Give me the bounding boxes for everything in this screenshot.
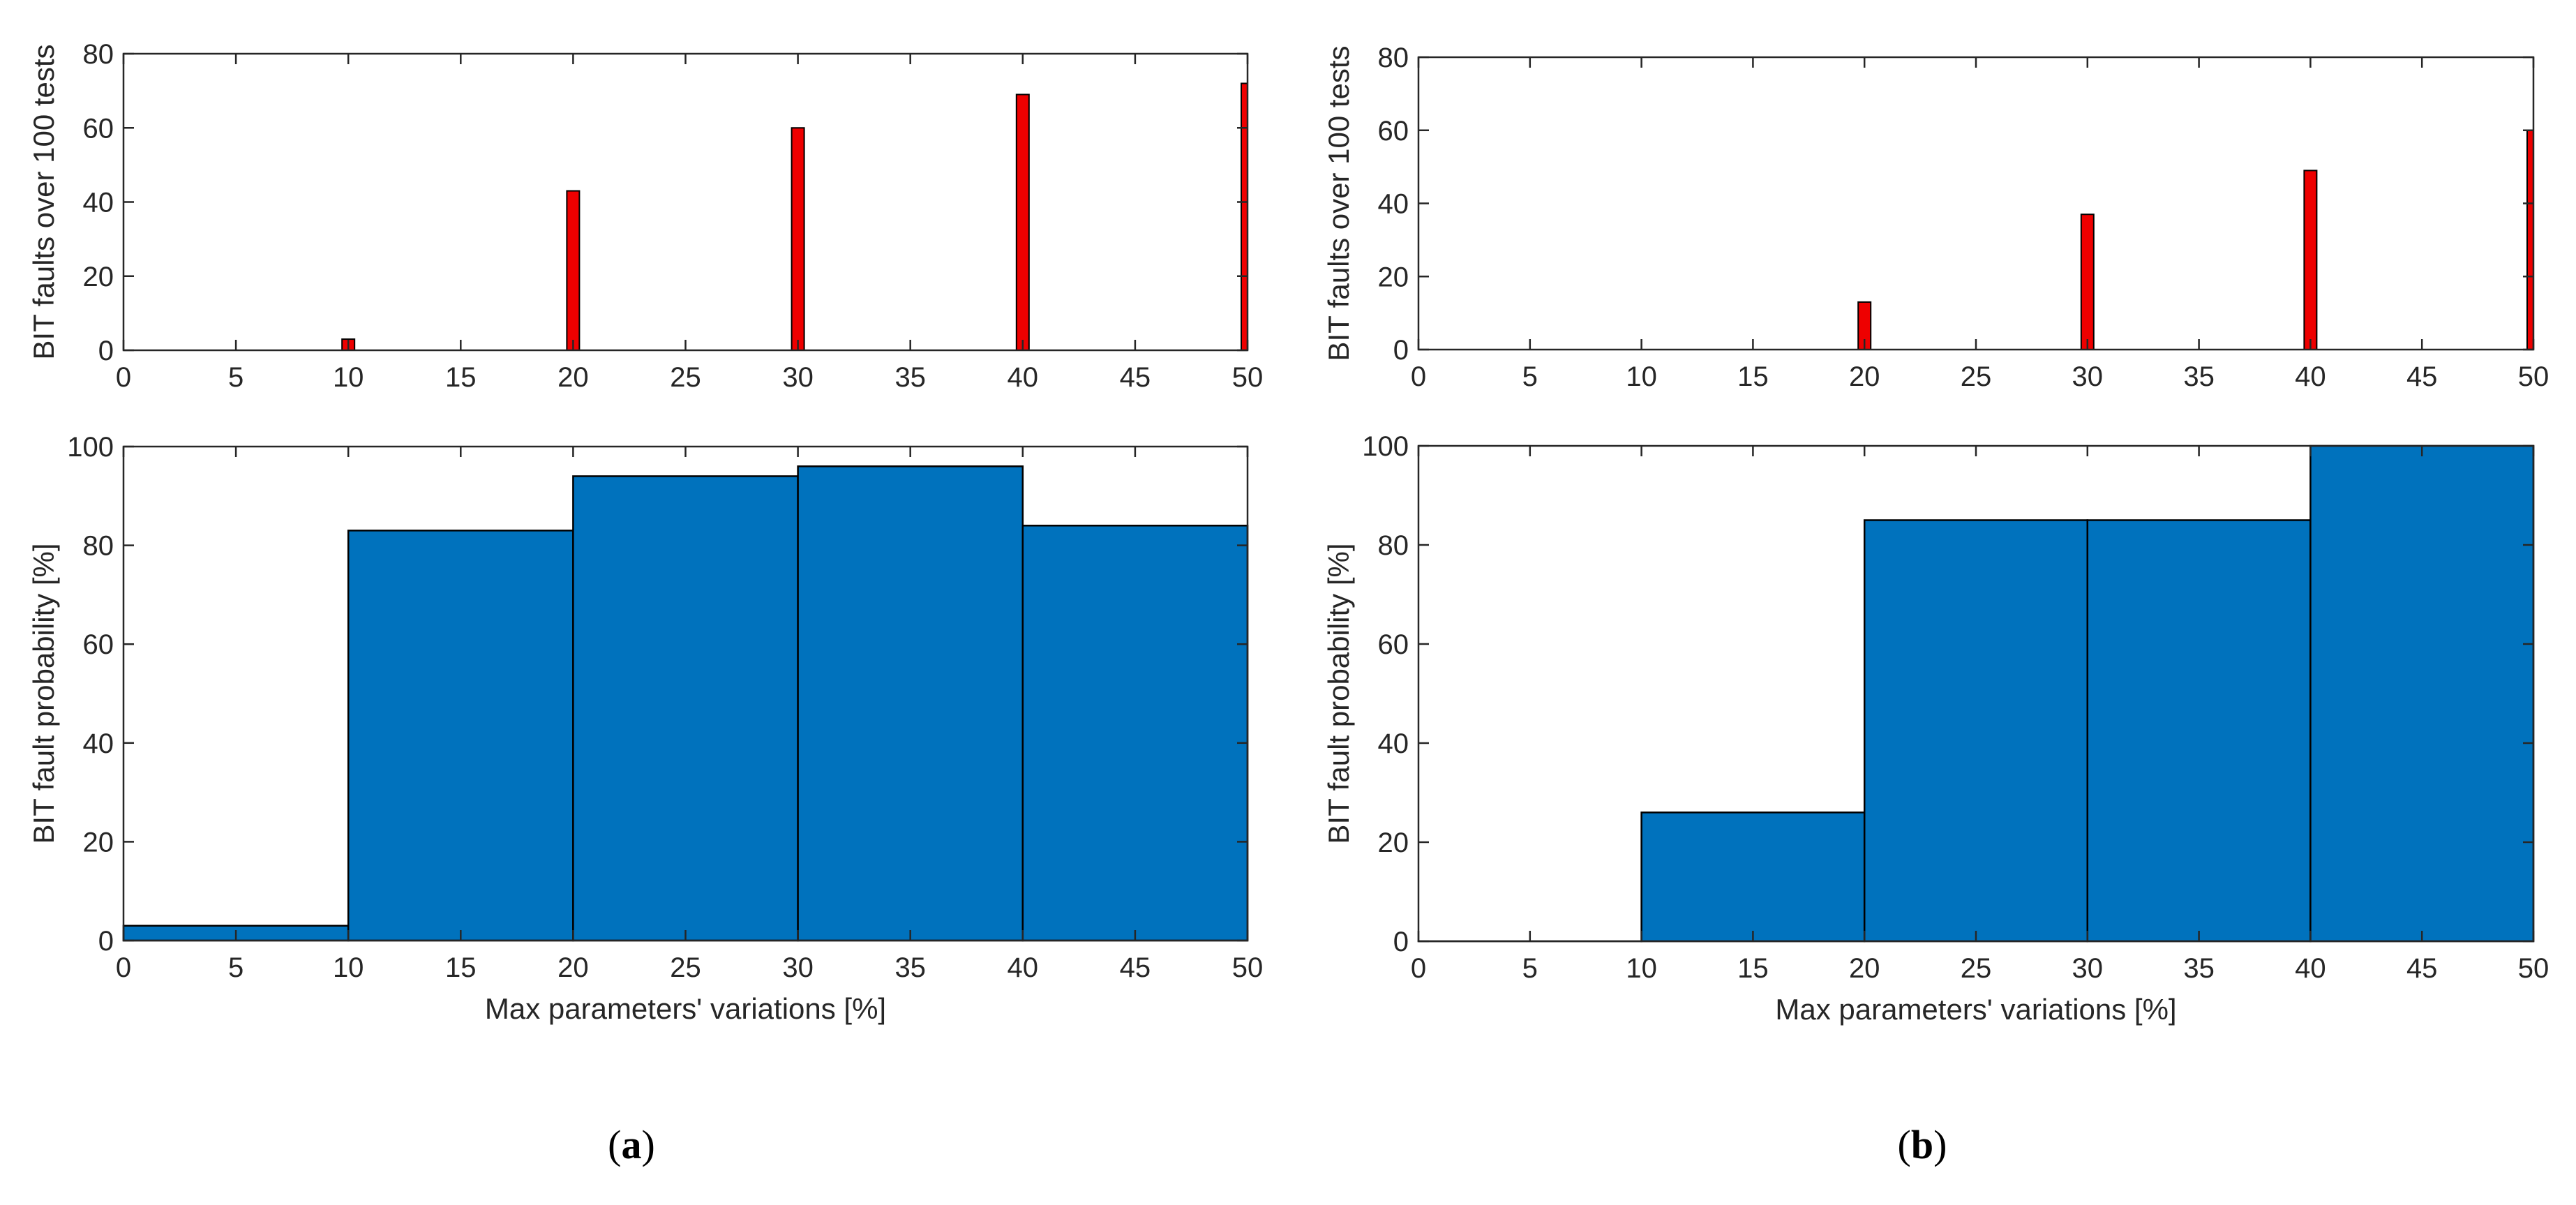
y-tick-label: 20 — [83, 827, 114, 858]
y-tick-label: 60 — [1378, 629, 1409, 660]
bar — [2303, 170, 2318, 351]
x-tick-label: 5 — [1522, 361, 1538, 392]
y-tick-label: 0 — [1393, 335, 1409, 366]
x-tick-label: 0 — [1411, 361, 1426, 392]
y-axis-label: BIT faults over 100 tests — [1322, 45, 1355, 361]
axes-frame — [122, 52, 1249, 352]
x-tick-label: 10 — [1626, 953, 1657, 984]
x-axis-label: Max parameters' variations [%] — [485, 992, 886, 1025]
x-tick-label: 45 — [1120, 362, 1151, 393]
y-tick-label: 100 — [1362, 431, 1409, 462]
bar — [1640, 811, 1866, 943]
x-tick-label: 20 — [557, 362, 589, 393]
y-tick-label: 40 — [83, 188, 114, 218]
x-tick-label: 35 — [2183, 953, 2215, 984]
chart-b-bottom-fault-probability: 0 5 10 15 20 25 30 35 40 45 50 0 20 40 60 80 100 BIT faul… — [1322, 431, 2549, 1026]
x-tick-label: 40 — [1008, 362, 1039, 393]
bar — [572, 475, 799, 942]
y-tick-label: 40 — [83, 728, 114, 759]
x-tick-label: 25 — [670, 362, 701, 393]
y-axis-label: BIT fault probability [%] — [27, 543, 60, 844]
x-tick-label: 15 — [1737, 361, 1769, 392]
axes-frame — [1417, 56, 2535, 351]
x-tick-label: 45 — [2406, 361, 2438, 392]
y-tick-label: 20 — [83, 262, 114, 292]
x-tick-label: 50 — [1232, 952, 1264, 983]
panel-label-b: (b) — [1898, 1122, 1947, 1167]
y-tick-label: 60 — [1378, 116, 1409, 147]
bar — [797, 465, 1024, 942]
y-axis-label: BIT fault probability [%] — [1322, 543, 1355, 844]
panel-label-a: (a) — [608, 1122, 655, 1167]
x-tick-label: 20 — [1849, 361, 1880, 392]
bar — [2526, 129, 2534, 350]
y-tick-label: 80 — [1378, 530, 1409, 561]
x-tick-label: 50 — [1232, 362, 1264, 393]
bar — [347, 530, 574, 942]
y-tick-label: 0 — [98, 336, 114, 366]
x-tick-label: 45 — [1120, 952, 1151, 983]
bar — [566, 190, 581, 351]
x-tick-label: 5 — [228, 362, 244, 393]
x-tick-label: 5 — [228, 952, 244, 983]
x-axis-label: Max parameters' variations [%] — [1775, 993, 2176, 1026]
chart-a-top-bit-faults: 0 5 10 15 20 25 30 35 40 45 50 0 20 40 60 80 BIT faults … — [27, 39, 1263, 393]
x-tick-label: 15 — [445, 952, 477, 983]
bar — [1021, 525, 1249, 942]
x-tick-label: 30 — [2072, 953, 2104, 984]
y-tick-label: 40 — [1378, 189, 1409, 220]
x-tick-label: 30 — [2072, 361, 2104, 392]
x-tick-label: 40 — [1008, 952, 1039, 983]
y-tick-label: 60 — [83, 629, 114, 660]
x-tick-label: 10 — [1626, 361, 1657, 392]
bar — [1863, 519, 2089, 943]
bar — [1241, 82, 1248, 351]
x-tick-label: 20 — [1849, 953, 1880, 984]
bar — [2309, 444, 2535, 943]
bar — [1015, 93, 1030, 351]
x-tick-label: 25 — [1961, 953, 1992, 984]
x-tick-label: 40 — [2295, 361, 2326, 392]
x-tick-label: 15 — [445, 362, 477, 393]
x-tick-label: 35 — [2183, 361, 2215, 392]
y-tick-label: 100 — [67, 432, 114, 463]
x-tick-label: 0 — [116, 952, 131, 983]
y-tick-label: 80 — [83, 39, 114, 70]
x-tick-label: 25 — [1961, 361, 1992, 392]
y-tick-label: 0 — [1393, 927, 1409, 957]
y-axis-label: BIT faults over 100 tests — [27, 44, 60, 359]
x-tick-label: 0 — [1411, 953, 1426, 984]
x-tick-label: 0 — [116, 362, 131, 393]
bar — [2086, 519, 2312, 943]
x-tick-label: 45 — [2406, 953, 2438, 984]
x-tick-label: 25 — [670, 952, 701, 983]
y-tick-label: 60 — [83, 113, 114, 144]
x-tick-label: 30 — [782, 362, 814, 393]
x-tick-label: 10 — [333, 952, 364, 983]
x-tick-label: 30 — [782, 952, 814, 983]
y-tick-label: 80 — [1378, 43, 1409, 73]
x-tick-label: 35 — [894, 952, 926, 983]
x-tick-label: 35 — [894, 362, 926, 393]
x-tick-label: 50 — [2518, 361, 2549, 392]
x-tick-label: 20 — [557, 952, 589, 983]
x-tick-label: 15 — [1737, 953, 1769, 984]
y-tick-label: 20 — [1378, 828, 1409, 858]
y-tick-label: 80 — [83, 531, 114, 562]
bar — [2080, 214, 2095, 350]
y-tick-label: 20 — [1378, 262, 1409, 292]
x-tick-label: 50 — [2518, 953, 2549, 984]
chart-a-bottom-fault-probability: 0 5 10 15 20 25 30 35 40 45 50 0 20 40 60 80 100 BIT faul… — [27, 432, 1263, 1025]
x-tick-label: 40 — [2295, 953, 2326, 984]
x-tick-label: 10 — [333, 362, 364, 393]
x-tick-label: 5 — [1522, 953, 1538, 984]
y-tick-label: 40 — [1378, 728, 1409, 759]
chart-b-top-bit-faults: 0 5 10 15 20 25 30 35 40 45 50 0 20 40 60 80 BIT faults … — [1322, 43, 2549, 392]
y-tick-label: 0 — [98, 926, 114, 957]
bar — [791, 127, 805, 351]
